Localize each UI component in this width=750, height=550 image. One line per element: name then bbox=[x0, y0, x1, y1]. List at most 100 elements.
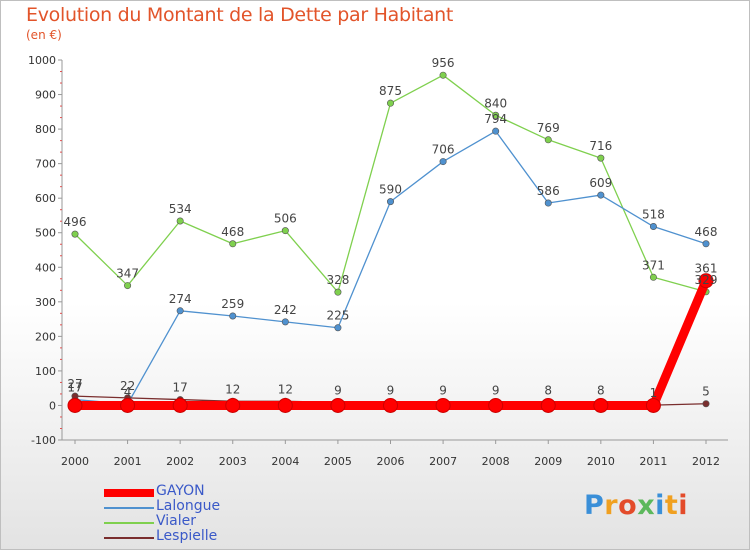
data-point-vialer bbox=[281, 227, 289, 235]
data-label-lalongue: 225 bbox=[326, 309, 349, 323]
x-tick-label: 2006 bbox=[377, 455, 405, 468]
logo-letter: t bbox=[664, 490, 679, 521]
y-tick-label: 900 bbox=[35, 89, 56, 102]
data-point-lespielle bbox=[702, 400, 710, 408]
legend-swatch bbox=[104, 507, 154, 509]
y-tick-label: 400 bbox=[35, 261, 56, 274]
data-point-vialer bbox=[229, 240, 237, 248]
data-point-gayon bbox=[645, 397, 661, 413]
legend-swatch bbox=[104, 489, 154, 497]
y-tick-label: 1000 bbox=[28, 54, 56, 67]
y-tick-label: 300 bbox=[35, 296, 56, 309]
data-point-vialer bbox=[386, 99, 394, 107]
data-label-lespielle: 9 bbox=[439, 383, 447, 397]
data-point-vialer bbox=[124, 282, 132, 290]
x-tick-label: 2005 bbox=[324, 455, 352, 468]
data-label-lespielle: 1 bbox=[650, 386, 658, 400]
data-label-vialer: 328 bbox=[326, 273, 349, 287]
data-point-vialer bbox=[334, 288, 342, 296]
data-point-gayon bbox=[120, 397, 136, 413]
y-tick-label: 700 bbox=[35, 158, 56, 171]
data-label-lespielle: 5 bbox=[702, 385, 710, 399]
data-label-lalongue: 242 bbox=[274, 303, 297, 317]
data-point-lalongue bbox=[334, 324, 342, 332]
x-tick-label: 2000 bbox=[61, 455, 89, 468]
x-tick-label: 2003 bbox=[219, 455, 247, 468]
x-tick-label: 2012 bbox=[692, 455, 720, 468]
data-point-vialer bbox=[439, 71, 447, 79]
data-point-lalongue bbox=[439, 158, 447, 166]
line-chart: -100 0 100 200 300 400 500 600 700 800 900 1000 2000… bbox=[28, 54, 728, 468]
data-point-vialer bbox=[492, 111, 500, 119]
data-label-lespielle: 27 bbox=[67, 377, 82, 391]
legend-label: GAYON bbox=[156, 483, 205, 499]
logo-letter: i bbox=[655, 490, 665, 521]
data-point-lalongue bbox=[229, 312, 237, 320]
series-line-lalongue bbox=[74, 130, 707, 405]
data-point-vialer bbox=[544, 136, 552, 144]
x-tick-label: 2007 bbox=[429, 455, 457, 468]
data-point-lalongue bbox=[649, 223, 657, 231]
data-label-vialer: 956 bbox=[432, 56, 455, 70]
data-label-lalongue: 794 bbox=[484, 112, 507, 126]
data-label-lalongue: 518 bbox=[642, 208, 665, 222]
y-tick-label: 500 bbox=[35, 227, 56, 240]
data-point-gayon bbox=[383, 397, 398, 413]
x-tick-label: 2010 bbox=[587, 455, 615, 468]
y-tick-label: 200 bbox=[35, 330, 56, 343]
data-point-vialer bbox=[597, 154, 605, 162]
data-label-lalongue: 586 bbox=[537, 184, 560, 198]
y-tick-label: 0 bbox=[49, 399, 56, 412]
data-point-vialer bbox=[649, 273, 657, 281]
data-point-lalongue bbox=[492, 127, 500, 135]
data-point-lalongue bbox=[386, 198, 394, 206]
data-label-vialer: 534 bbox=[169, 202, 192, 216]
chart-subtitle: (en €) bbox=[26, 28, 62, 42]
data-label-vialer: 329 bbox=[695, 273, 718, 287]
data-label-vialer: 716 bbox=[589, 139, 612, 153]
legend-swatch bbox=[104, 537, 154, 539]
data-label-lalongue: 468 bbox=[695, 225, 718, 239]
data-point-gayon bbox=[540, 397, 556, 413]
x-tick-label: 2004 bbox=[271, 455, 299, 468]
data-label-lalongue: 274 bbox=[169, 292, 192, 306]
data-point-lalongue bbox=[597, 191, 605, 199]
data-label-lalongue: 590 bbox=[379, 183, 402, 197]
y-tick-label: -100 bbox=[31, 434, 56, 447]
data-label-lespielle: 9 bbox=[334, 383, 342, 397]
data-label-lalongue: 259 bbox=[221, 297, 244, 311]
data-point-gayon bbox=[330, 397, 346, 413]
y-tick-label: 100 bbox=[35, 365, 56, 378]
legend-label: Lalongue bbox=[156, 498, 221, 514]
x-tick-label: 2001 bbox=[114, 455, 142, 468]
data-point-gayon bbox=[698, 273, 714, 289]
y-tick-label: 800 bbox=[35, 123, 56, 136]
data-point-lalongue bbox=[544, 199, 552, 207]
data-label-lespielle: 12 bbox=[225, 382, 240, 396]
data-label-vialer: 468 bbox=[221, 225, 244, 239]
data-label-lalongue: 17 bbox=[67, 381, 82, 395]
logo-letter: P bbox=[584, 490, 605, 521]
data-label-vialer: 496 bbox=[64, 215, 87, 229]
data-point-gayon bbox=[277, 397, 293, 413]
data-point-gayon bbox=[225, 397, 241, 413]
legend-label: Lespielle bbox=[156, 528, 218, 544]
logo-letter: o bbox=[618, 490, 638, 521]
data-label-lespielle: 9 bbox=[492, 383, 500, 397]
x-tick-label: 2011 bbox=[639, 455, 667, 468]
data-point-lalongue bbox=[281, 318, 289, 326]
chart-title: Evolution du Montant de la Dette par Hab… bbox=[26, 4, 454, 26]
logo-letter: x bbox=[637, 490, 656, 521]
data-label-lalongue: 609 bbox=[589, 176, 612, 190]
data-label-vialer: 347 bbox=[116, 267, 139, 281]
data-point-gayon bbox=[488, 397, 504, 413]
legend-label: Vialer bbox=[156, 513, 196, 529]
x-tick-label: 2002 bbox=[166, 455, 194, 468]
data-label-lespielle: 8 bbox=[597, 384, 605, 398]
data-point-vialer bbox=[176, 217, 184, 225]
data-label-lespielle: 17 bbox=[173, 381, 188, 395]
data-label-gayon: 361 bbox=[695, 262, 718, 276]
x-tick-label: 2009 bbox=[534, 455, 562, 468]
data-point-lalongue bbox=[702, 240, 710, 248]
